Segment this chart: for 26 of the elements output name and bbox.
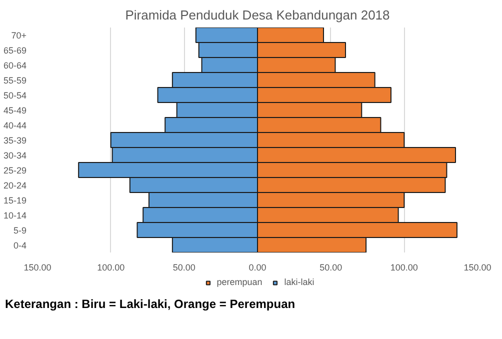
y-tick-label: 40-44 xyxy=(3,120,27,130)
y-tick-label: 50-54 xyxy=(3,90,27,100)
x-tick-label: 150.00 xyxy=(464,262,492,272)
y-tick-label: 70+ xyxy=(11,30,27,40)
x-tick-label: 150.00 xyxy=(24,262,52,272)
y-tick-label: 0-4 xyxy=(13,240,27,250)
x-tick-label: 100.00 xyxy=(97,262,125,272)
y-tick-label: 60-64 xyxy=(3,60,27,70)
x-tick-label: 50.00 xyxy=(172,262,196,272)
legend-label: perempuan xyxy=(216,277,262,287)
legend-label: laki-laki xyxy=(284,277,314,287)
chart-title: Piramida Penduduk Desa Kebandungan 2018 xyxy=(125,8,390,22)
y-tick-label: 65-69 xyxy=(3,46,27,56)
x-tick-label: 100.00 xyxy=(390,262,418,272)
y-tick-label: 45-49 xyxy=(3,106,27,116)
x-tick-label: 0.00 xyxy=(248,262,266,272)
y-tick-label: 35-39 xyxy=(3,136,27,146)
y-tick-label: 25-29 xyxy=(3,166,27,176)
text: Keterangan : Biru = Laki-laki, Orange = Perempuan xyxy=(5,296,296,313)
y-tick-label: 55-59 xyxy=(3,76,27,86)
y-tick-label: 15-19 xyxy=(3,196,27,206)
y-tick-label: 30-34 xyxy=(3,150,27,160)
x-tick-label: 50.00 xyxy=(320,262,342,272)
y-tick-label: 5-9 xyxy=(13,226,27,236)
y-tick-label: 10-14 xyxy=(3,210,27,220)
y-tick-label: 20-24 xyxy=(3,180,27,190)
